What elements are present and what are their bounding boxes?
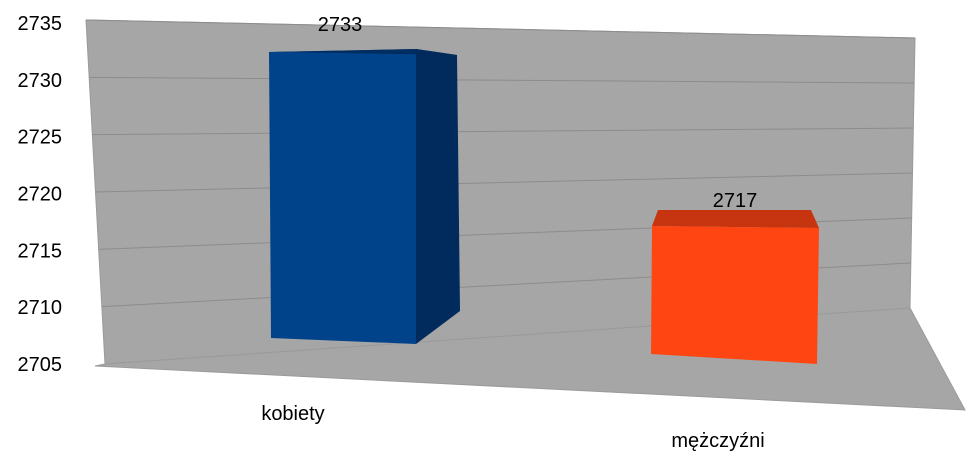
y-axis-ticks: 2705 2710 2715 2720 2725 2730 2735 xyxy=(18,13,63,376)
category-labels: kobiety mężczyźni xyxy=(261,403,764,452)
gridline xyxy=(95,172,913,193)
data-label: 2717 xyxy=(713,190,758,212)
y-tick-label: 2710 xyxy=(18,297,63,319)
y-tick-label: 2730 xyxy=(18,70,63,92)
y-tick-label: 2720 xyxy=(18,184,63,206)
bar-kobiety-front xyxy=(269,49,416,344)
data-label: 2733 xyxy=(318,14,363,36)
gridline xyxy=(92,127,914,136)
bar-mezczyzni-top xyxy=(652,210,819,228)
gridline xyxy=(85,19,916,39)
y-tick-label: 2705 xyxy=(18,354,63,376)
category-label: kobiety xyxy=(261,403,324,425)
bars xyxy=(269,49,819,364)
data-labels: 2733 2717 xyxy=(318,14,758,212)
bar-kobiety-top xyxy=(269,49,457,55)
y-tick-label: 2715 xyxy=(18,240,63,262)
bar-mezczyzni-front xyxy=(651,226,819,364)
bar-kobiety-side xyxy=(416,49,460,344)
y-tick-label: 2735 xyxy=(18,13,63,35)
gridline xyxy=(89,76,915,84)
category-label: mężczyźni xyxy=(671,430,764,452)
y-tick-label: 2725 xyxy=(18,127,63,149)
